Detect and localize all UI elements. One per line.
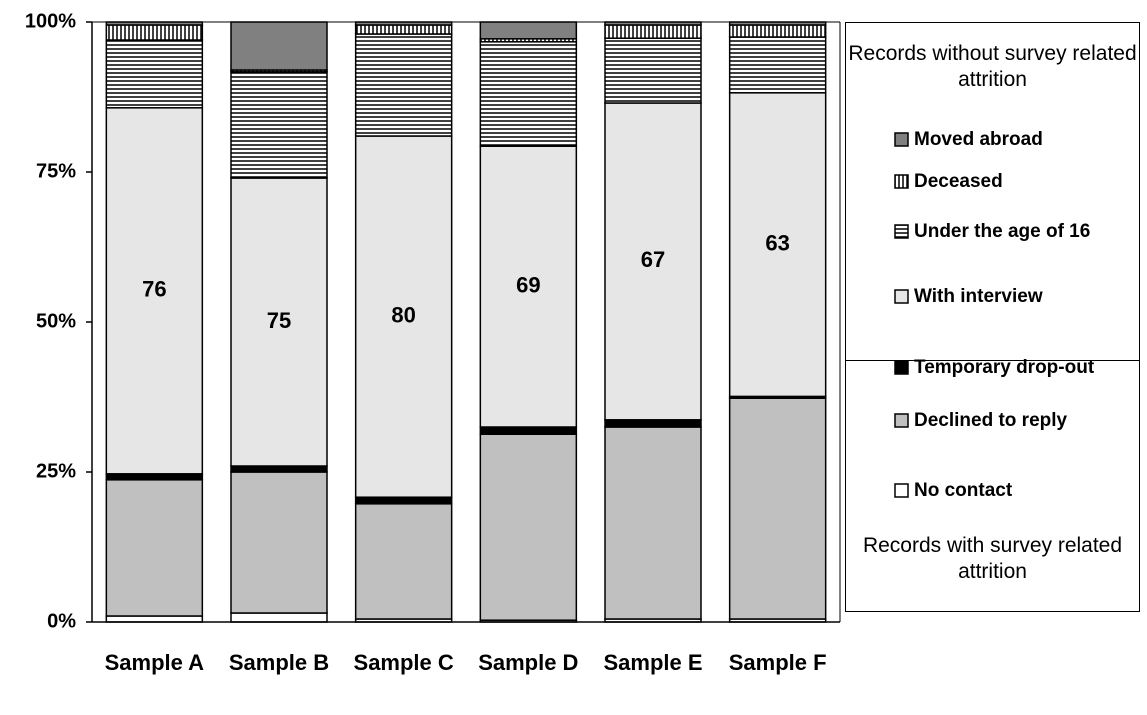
bar-segment <box>230 471 328 614</box>
bar-segment <box>105 473 204 481</box>
bar-label: 63 <box>765 230 789 255</box>
bar-segment <box>354 503 453 620</box>
legend: Records without survey related attrition… <box>845 22 1140 612</box>
bar-label: 80 <box>391 302 415 327</box>
legend-swatch-box <box>894 289 909 304</box>
bar-label: 76 <box>142 277 166 302</box>
bar-segment <box>479 41 578 147</box>
legend-item: Declined to reply <box>894 410 1067 432</box>
legend-label: With interview <box>914 286 1043 307</box>
legend-swatch-box <box>894 224 909 239</box>
bar-segment <box>230 465 328 473</box>
bar-segment <box>479 145 578 428</box>
bar-segment <box>354 24 453 35</box>
bar-segment <box>728 397 827 620</box>
legend-item: Deceased <box>894 171 1003 193</box>
bar-segment <box>479 433 578 621</box>
legend-swatch <box>894 224 909 239</box>
y-tick-label: 0% <box>47 610 76 632</box>
bar-segment <box>105 107 204 475</box>
bar-label: 75 <box>267 308 291 333</box>
x-tick-label: Sample D <box>478 650 579 675</box>
legend-label: No contact <box>914 480 1013 501</box>
x-tick-label: Sample C <box>353 650 454 675</box>
legend-divider <box>846 360 1139 361</box>
bar-segment <box>728 24 827 38</box>
legend-swatch <box>894 174 909 189</box>
legend-swatch <box>894 289 909 304</box>
bar-segment <box>728 36 827 94</box>
legend-item: Temporary drop-out <box>894 357 1094 379</box>
bar-segment <box>354 33 453 137</box>
legend-label: Moved abroad <box>914 129 1043 150</box>
legend-group-title: Records without survey related attrition <box>848 42 1137 91</box>
legend-swatch-box <box>894 360 909 375</box>
y-tick-label: 25% <box>36 460 76 482</box>
bar-segment <box>604 426 702 620</box>
y-tick-label: 50% <box>36 310 76 332</box>
legend-label: Declined to reply <box>914 410 1068 431</box>
chart: 0% 25% 50% 75% 100% 76 75 80 69 67 63 <box>25 10 841 632</box>
legend-item: Under the age of 16 <box>894 221 1090 243</box>
legend-item: With interview <box>894 286 1043 308</box>
legend-swatch <box>894 413 909 428</box>
y-tick-label: 75% <box>36 160 76 182</box>
legend-swatch <box>894 132 909 147</box>
legend-swatch <box>894 360 909 375</box>
legend-swatch-box <box>894 132 909 147</box>
bar-segment <box>728 92 827 398</box>
legend-swatch-box <box>894 413 909 428</box>
legend-item: Moved abroad <box>894 129 1043 151</box>
legend-label: Deceased <box>914 171 1003 192</box>
bar-segment <box>479 21 578 40</box>
bar-segment <box>230 177 328 467</box>
bar-segment <box>479 426 578 435</box>
legend-group-title: Records with survey related attrition <box>862 534 1123 583</box>
bar-segment <box>105 24 204 41</box>
bar-segment <box>105 615 204 623</box>
bar-segment <box>230 612 328 623</box>
y-tick-label: 100% <box>25 10 76 32</box>
bar-segment <box>604 419 702 428</box>
legend-swatch-box <box>894 174 909 189</box>
bar-segment <box>604 37 702 104</box>
bar-segment <box>105 39 204 109</box>
x-tick-label: Sample F <box>728 650 827 675</box>
legend-item: No contact <box>894 480 1012 502</box>
bar-segment <box>230 71 328 179</box>
x-tick-label: Sample E <box>603 650 703 675</box>
legend-swatch-box <box>894 483 909 498</box>
legend-label: Under the age of 16 <box>914 221 1091 242</box>
bar-label: 69 <box>516 272 540 297</box>
bar-segment <box>604 24 702 39</box>
legend-label: Temporary drop-out <box>914 357 1095 378</box>
bar-segment <box>354 496 453 505</box>
legend-swatch <box>894 483 909 498</box>
bar-segment <box>354 135 453 498</box>
bar-segment <box>105 479 204 617</box>
bar-label: 67 <box>641 247 665 272</box>
x-tick-label: Sample B <box>228 650 330 675</box>
bar-segment <box>230 21 328 71</box>
x-tick-label: Sample A <box>104 650 205 675</box>
